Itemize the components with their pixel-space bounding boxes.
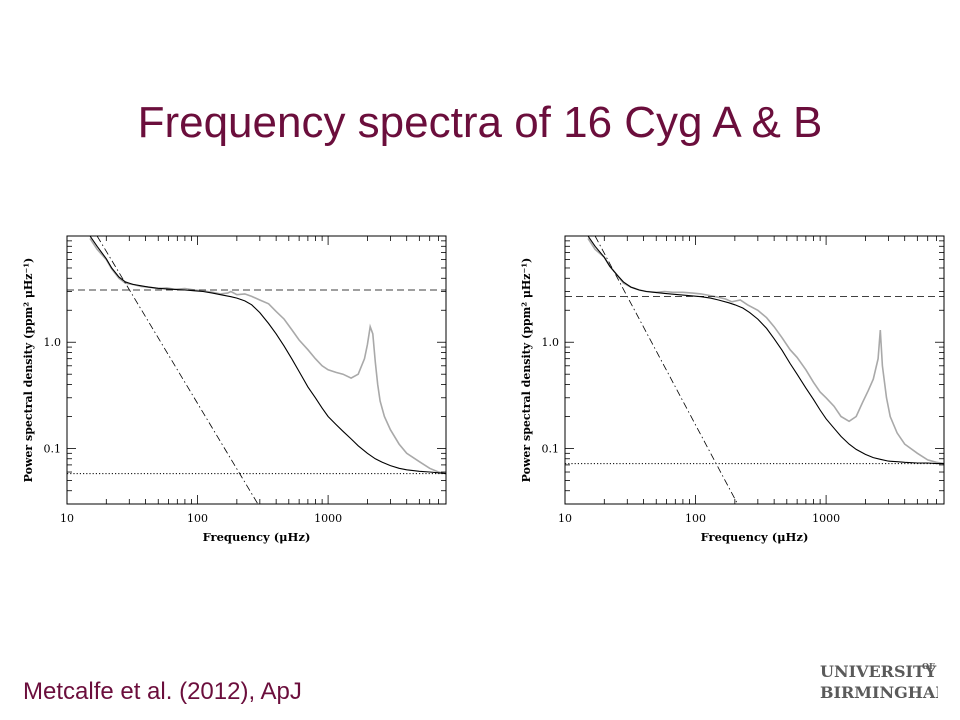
series-dashdot-line: [96, 236, 259, 504]
psd-chart-16cyg-b: 10 100 1000 1.0 0.1 Frequency (μHz) Power spec…: [520, 235, 945, 544]
x-axis-label: Frequency (μHz): [701, 530, 809, 544]
series-dashdot-line: [594, 236, 738, 504]
citation: Metcalfe et al. (2012), ApJ: [23, 678, 302, 705]
logo-of: OF: [922, 661, 935, 671]
y-tick-label: 1.0: [542, 336, 560, 349]
plot-frame: [66, 235, 447, 505]
y-tick-label: 0.1: [542, 442, 560, 455]
x-tick-label: 100: [685, 512, 706, 525]
x-axis-label: Frequency (μHz): [203, 530, 311, 544]
series-fit-line: [587, 236, 944, 465]
x-tick-label: 100: [187, 512, 208, 525]
y-axis-label: Power spectral density (ppm² μHz⁻¹): [520, 258, 533, 483]
university-logo: UNIVERSITY OF BIRMINGHAM: [820, 661, 938, 702]
series-fit-line: [89, 236, 446, 475]
x-tick-label: 10: [60, 512, 74, 525]
slide-title: Frequency spectra of 16 Cyg A & B: [137, 98, 823, 147]
x-tick-label: 1000: [812, 512, 840, 525]
series-data-line: [89, 237, 446, 475]
x-tick-label: 1000: [314, 512, 342, 525]
psd-chart-16cyg-a: 10 100 1000 1.0 0.1 Frequency (μHz) Power spec…: [22, 235, 447, 544]
logo-line2: BIRMINGHAM: [820, 683, 938, 702]
plot-frame: [564, 235, 945, 505]
y-tick-label: 1.0: [44, 336, 62, 349]
logo-line1: UNIVERSITY: [820, 662, 937, 681]
series-data-line: [587, 237, 944, 465]
y-axis-label: Power spectral density (ppm² μHz⁻¹): [22, 258, 35, 483]
x-tick-label: 10: [558, 512, 572, 525]
y-tick-label: 0.1: [44, 442, 62, 455]
